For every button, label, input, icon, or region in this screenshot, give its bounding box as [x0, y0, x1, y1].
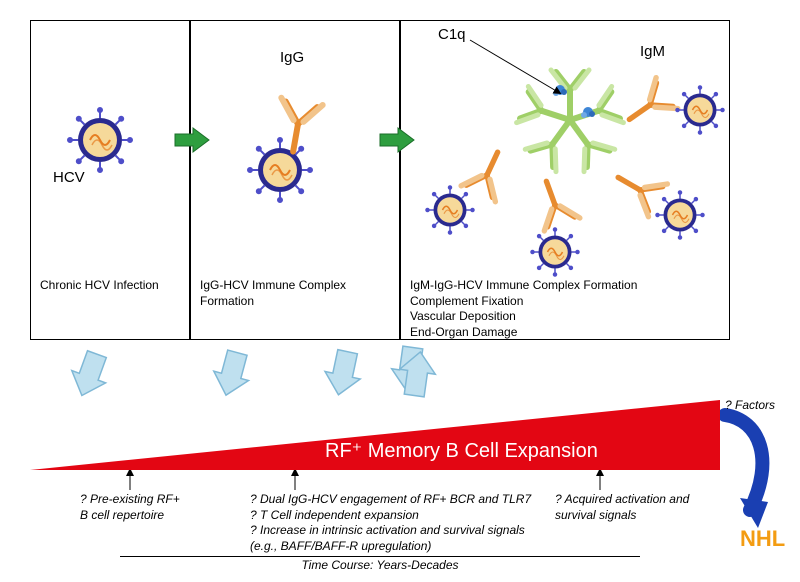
down-arrow-1 — [65, 348, 114, 402]
curved-arrow-nhl — [725, 415, 762, 510]
curved-arrow-nhl-head — [740, 498, 768, 528]
label-igm: IgM — [640, 42, 665, 62]
label-hcv: HCV — [53, 168, 85, 188]
label-c1q: C1q — [438, 25, 466, 45]
label-igg: IgG — [280, 48, 304, 68]
panel3-caption: IgM-IgG-HCV Immune Complex Formation Com… — [410, 278, 720, 340]
down-arrow-2 — [209, 348, 255, 400]
down-arrow-3 — [321, 348, 365, 399]
panel1-caption: Chronic HCV Infection — [40, 278, 180, 294]
note-2: ? Dual IgG-HCV engagement of RF+ BCR and… — [250, 492, 560, 554]
diagram-stage: HCV IgG C1q IgM Chronic HCV Infection Ig… — [0, 0, 800, 582]
timeline-label: Time Course: Years-Decades — [260, 558, 500, 574]
down-arrow-4a — [389, 345, 431, 394]
factors-label: ? Factors — [725, 398, 775, 414]
expansion-triangle-text: RF⁺ Memory B Cell Expansion — [325, 438, 598, 463]
note-1: ? Pre-existing RF+ B cell repertoire — [80, 492, 240, 523]
note-3: ? Acquired activation and survival signa… — [555, 492, 725, 523]
panel2-caption: IgG-HCV Immune Complex Formation — [200, 278, 390, 309]
down-arrow-4b — [396, 349, 438, 398]
timeline-rule — [120, 556, 640, 557]
nhl-label: NHL — [740, 525, 785, 554]
